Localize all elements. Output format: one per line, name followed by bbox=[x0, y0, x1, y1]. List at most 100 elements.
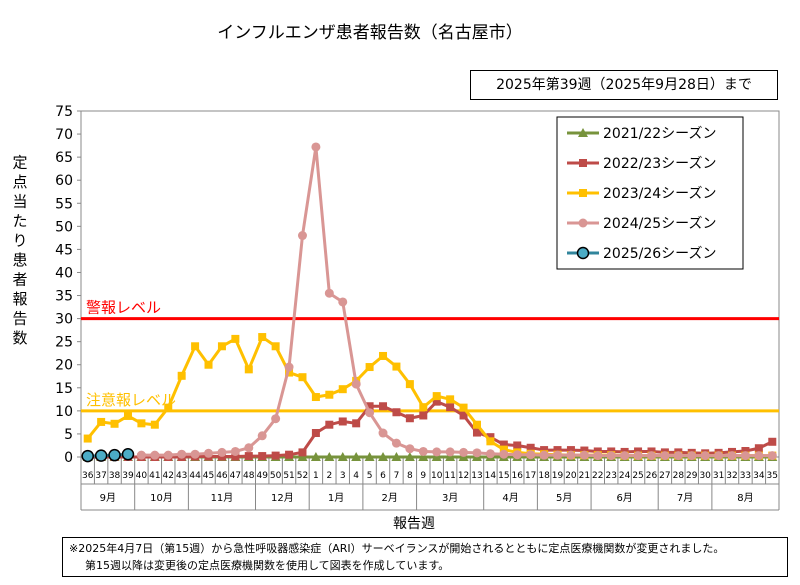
series-point bbox=[271, 414, 281, 424]
y-tick-label: 35 bbox=[55, 289, 73, 305]
x-tick-label: 30 bbox=[699, 471, 711, 481]
month-label: 6月 bbox=[616, 492, 632, 504]
x-tick-label: 14 bbox=[485, 471, 497, 481]
x-tick-label: 31 bbox=[713, 471, 724, 481]
series-point bbox=[432, 397, 441, 406]
x-tick-label: 19 bbox=[552, 471, 564, 481]
x-tick-label: 5 bbox=[367, 471, 373, 481]
series-point bbox=[325, 390, 334, 399]
footnote-line-1: ※2025年4月7日（第15週）から急性呼吸器感染症（ARI）サーベイランスが開… bbox=[69, 542, 725, 555]
series-point bbox=[163, 450, 173, 460]
series-point bbox=[579, 450, 589, 460]
series-point bbox=[94, 449, 108, 462]
month-label: 1月 bbox=[328, 492, 344, 504]
series-point bbox=[284, 362, 294, 372]
series-point bbox=[244, 443, 254, 453]
y-tick-label: 75 bbox=[55, 104, 73, 120]
x-tick-label: 46 bbox=[216, 471, 228, 481]
y-tick-label: 30 bbox=[55, 312, 73, 328]
legend-label: 2024/25シーズン bbox=[603, 216, 716, 232]
series-point bbox=[446, 403, 455, 412]
month-label: 10月 bbox=[150, 492, 173, 504]
series-point bbox=[191, 342, 200, 351]
y-tick-label: 5 bbox=[64, 427, 73, 443]
x-tick-label: 28 bbox=[673, 471, 685, 481]
series-point bbox=[324, 288, 334, 298]
y-tick-label: 65 bbox=[55, 150, 73, 166]
series-point bbox=[754, 451, 764, 461]
legend-entry: 2021/22シーズン bbox=[567, 126, 716, 142]
series-point bbox=[419, 411, 428, 420]
x-tick-label: 18 bbox=[538, 471, 550, 481]
series-point bbox=[365, 402, 374, 411]
month-label: 5月 bbox=[556, 492, 572, 504]
threshold-label: 注意報レベル bbox=[86, 391, 176, 409]
series-point bbox=[177, 449, 187, 459]
series-point bbox=[579, 189, 587, 197]
x-tick-label: 49 bbox=[256, 471, 268, 481]
y-tick-label: 70 bbox=[55, 127, 73, 143]
series-point bbox=[352, 419, 361, 428]
series-point bbox=[459, 403, 468, 412]
month-label: 7月 bbox=[677, 492, 693, 504]
series-point bbox=[271, 451, 280, 460]
series-point bbox=[593, 451, 603, 461]
series-point bbox=[768, 437, 777, 446]
series-point bbox=[392, 408, 401, 417]
y-tick-label: 15 bbox=[55, 381, 73, 397]
series-point bbox=[499, 440, 508, 449]
series-point bbox=[405, 444, 415, 454]
footnote: ※2025年4月7日（第15週）から急性呼吸器感染症（ARI）サーベイランスが開… bbox=[62, 537, 788, 577]
series-point bbox=[553, 446, 562, 455]
series-point bbox=[297, 452, 308, 461]
series-point bbox=[310, 452, 321, 461]
series-point bbox=[432, 392, 441, 401]
series-point bbox=[338, 297, 348, 307]
series-point bbox=[97, 417, 106, 426]
x-tick-label: 39 bbox=[122, 471, 134, 481]
series-2023/24シーズン bbox=[83, 333, 777, 460]
series-point bbox=[540, 446, 549, 455]
series-point bbox=[392, 362, 401, 371]
series-layer bbox=[81, 142, 778, 463]
month-label: 3月 bbox=[442, 492, 458, 504]
series-point bbox=[472, 448, 482, 458]
x-tick-label: 32 bbox=[726, 471, 737, 481]
date-note: 2025年第39週（2025年9月28日）まで bbox=[470, 70, 778, 100]
legend-label: 2023/24シーズン bbox=[603, 186, 716, 202]
series-point bbox=[700, 451, 710, 461]
y-tick-label: 10 bbox=[55, 404, 73, 420]
series-point bbox=[714, 451, 724, 461]
series-point bbox=[539, 450, 549, 460]
series-point bbox=[110, 419, 119, 428]
x-tick-label: 26 bbox=[646, 471, 658, 481]
series-point bbox=[311, 393, 320, 402]
series-point bbox=[432, 447, 442, 457]
series-point bbox=[486, 433, 495, 442]
x-tick-label: 36 bbox=[82, 471, 94, 481]
y-axis-label: 定点当たり患者報告数 bbox=[12, 153, 27, 347]
series-point bbox=[576, 246, 590, 260]
x-tick-label: 13 bbox=[471, 471, 482, 481]
series-point bbox=[338, 417, 347, 426]
series-point bbox=[378, 428, 388, 438]
x-tick-label: 47 bbox=[230, 471, 241, 481]
series-point bbox=[579, 159, 587, 167]
series-point bbox=[257, 431, 267, 441]
legend-entry: 2025/26シーズン bbox=[567, 246, 716, 262]
legend-label: 2025/26シーズン bbox=[603, 246, 716, 262]
x-tick-label: 41 bbox=[149, 471, 160, 481]
series-point bbox=[204, 360, 213, 369]
series-point bbox=[459, 447, 469, 457]
series-point bbox=[566, 446, 575, 455]
x-tick-label: 33 bbox=[740, 471, 751, 481]
x-tick-label: 10 bbox=[431, 471, 443, 481]
threshold-label: 警報レベル bbox=[86, 299, 161, 317]
series-point bbox=[486, 437, 495, 446]
series-point bbox=[244, 452, 253, 461]
x-tick-label: 43 bbox=[176, 471, 187, 481]
series-point bbox=[325, 420, 334, 429]
x-tick-label: 1 bbox=[313, 471, 319, 481]
series-line bbox=[86, 335, 773, 458]
